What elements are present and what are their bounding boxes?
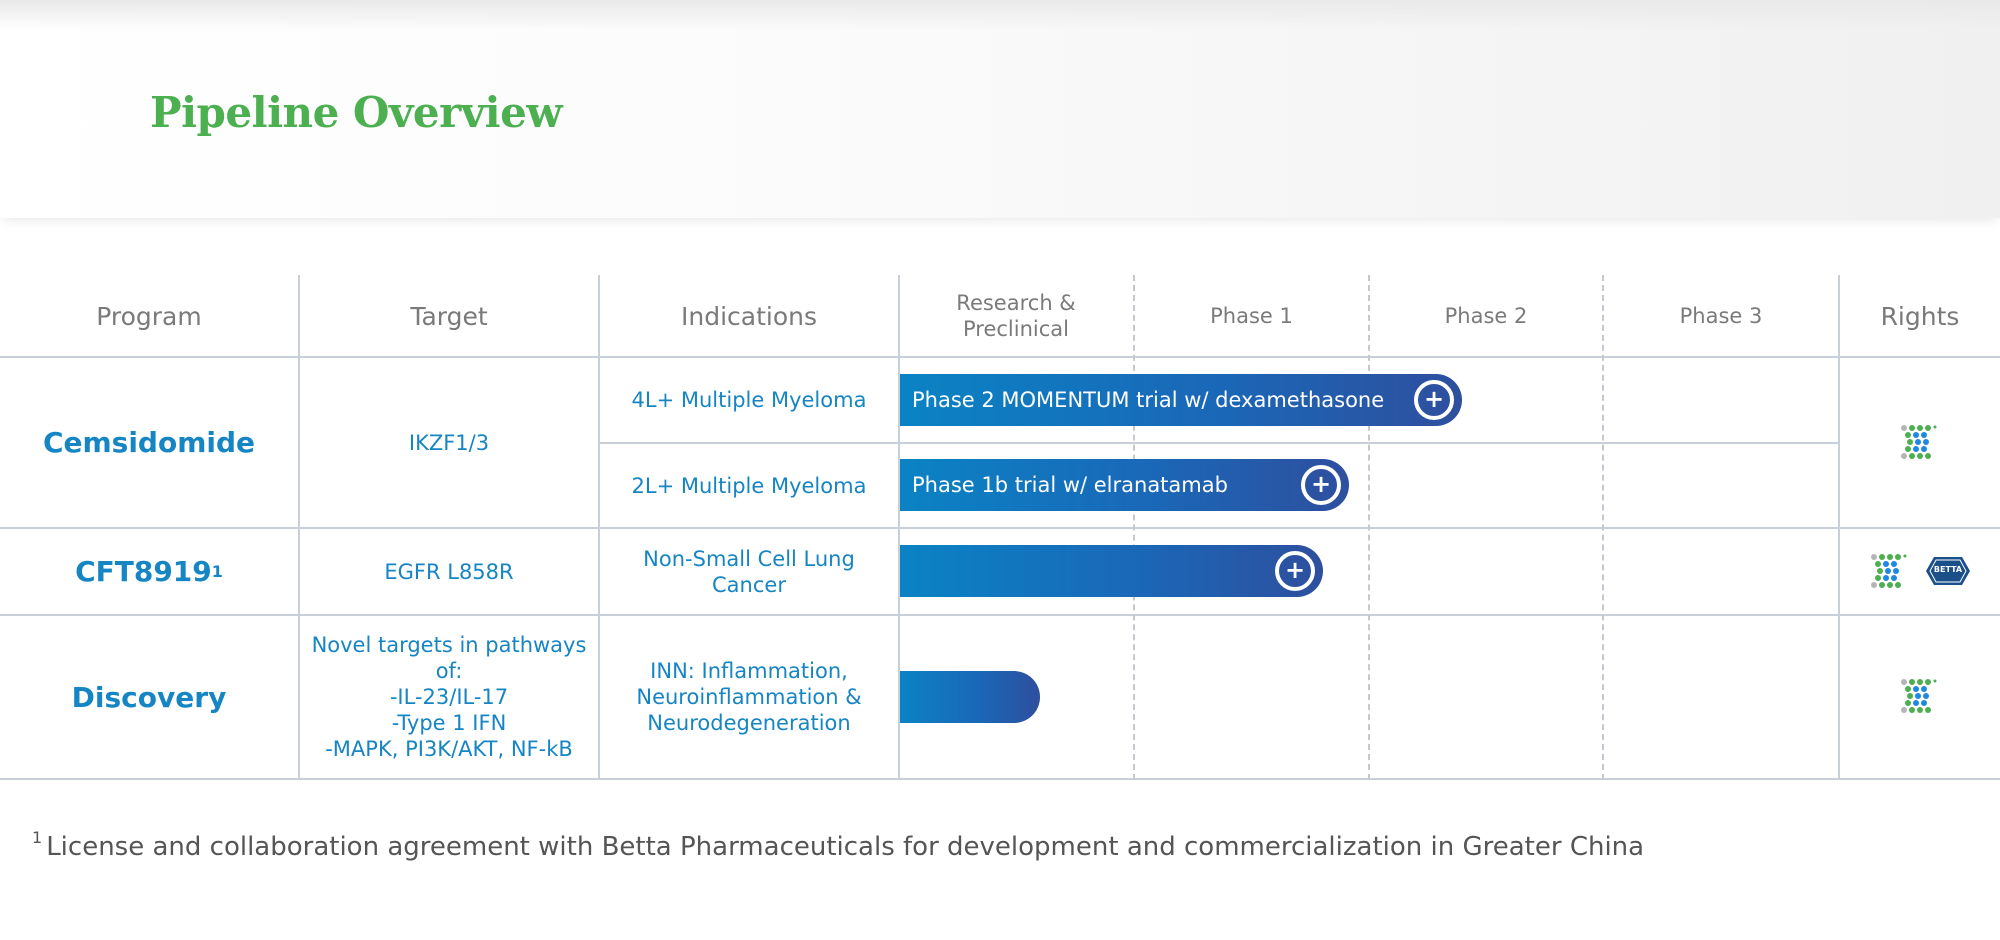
c4-dot-logo-icon — [1901, 425, 1937, 459]
column-divider — [1838, 275, 1840, 780]
plus-icon[interactable]: + — [1414, 380, 1454, 420]
target-line: Novel targets in pathways — [311, 633, 587, 657]
c4-dot-logo-icon — [1901, 679, 1937, 713]
header-phase-1: Phase 1 — [1210, 304, 1293, 328]
footnote-marker: 1 — [32, 828, 43, 847]
indication-2l-multiple-myeloma: 2L+ Multiple Myeloma — [631, 473, 867, 498]
header-indications: Indications — [680, 301, 817, 331]
program-superscript: 1 — [211, 562, 223, 581]
program-cemsidomide: Cemsidomide — [42, 426, 256, 459]
footnote-text: License and collaboration agreement with… — [46, 832, 1645, 862]
row-divider — [0, 527, 2000, 529]
footnote: 1 License and collaboration agreement wit… — [32, 828, 1645, 862]
phase-divider — [1133, 275, 1135, 780]
plus-icon[interactable]: + — [1275, 551, 1315, 591]
header-band — [0, 0, 2000, 218]
progress-bar-discovery[interactable] — [900, 671, 1040, 723]
column-divider — [898, 275, 900, 780]
progress-bar-2l-mm[interactable]: Phase 1b trial w/ elranatamab + — [900, 459, 1349, 511]
betta-logo-icon: BETTA — [1926, 557, 1970, 585]
progress-bar-4l-mm[interactable]: Phase 2 MOMENTUM trial w/ dexamethasone … — [900, 374, 1462, 426]
target-line: -MAPK, PI3K/AKT, NF-kB — [325, 737, 573, 761]
column-divider — [598, 275, 600, 780]
header-target: Target — [410, 301, 488, 331]
program-discovery: Discovery — [71, 680, 227, 714]
bar-label: Phase 2 MOMENTUM trial w/ dexamethasone — [912, 388, 1385, 412]
target-cft8919: EGFR L858R — [384, 559, 514, 584]
row-divider-cemsidomide — [600, 442, 1840, 444]
header-phase-2: Phase 2 — [1444, 304, 1528, 328]
indication-nsclc: Non-Small Cell Lung Cancer — [643, 546, 855, 597]
c4-dot-logo-icon — [1871, 554, 1907, 588]
target-line: -Type 1 IFN — [391, 711, 507, 735]
page-title: Pipeline Overview — [150, 88, 563, 137]
header-rights: Rights — [1880, 301, 1960, 331]
header-research-preclinical: Research & Preclinical — [956, 291, 1076, 341]
column-divider — [298, 275, 300, 780]
plus-icon[interactable]: + — [1301, 465, 1341, 505]
phase-divider — [1602, 275, 1604, 780]
header-divider — [0, 356, 2000, 358]
target-discovery: Novel targets in pathways of: -IL-23/IL-… — [300, 616, 598, 778]
bar-label: Phase 1b trial w/ elranatamab — [912, 473, 1228, 497]
progress-bar-nsclc[interactable]: + — [900, 545, 1323, 597]
phase-divider — [1368, 275, 1370, 780]
table-bottom-line — [0, 778, 2000, 780]
target-line: of: — [435, 659, 463, 683]
indication-4l-multiple-myeloma: 4L+ Multiple Myeloma — [631, 388, 867, 412]
indication-inn: INN: Inflammation, Neuroinflammation & N… — [636, 659, 862, 735]
row-divider — [0, 614, 2000, 616]
header-program: Program — [96, 301, 202, 331]
header-phase-3: Phase 3 — [1679, 304, 1763, 328]
program-cft8919: CFT8919 1 — [0, 529, 298, 614]
target-line: -IL-23/IL-17 — [389, 685, 509, 709]
target-cemsidomide: IKZF1/3 — [408, 430, 490, 455]
program-name: CFT8919 — [75, 555, 212, 588]
